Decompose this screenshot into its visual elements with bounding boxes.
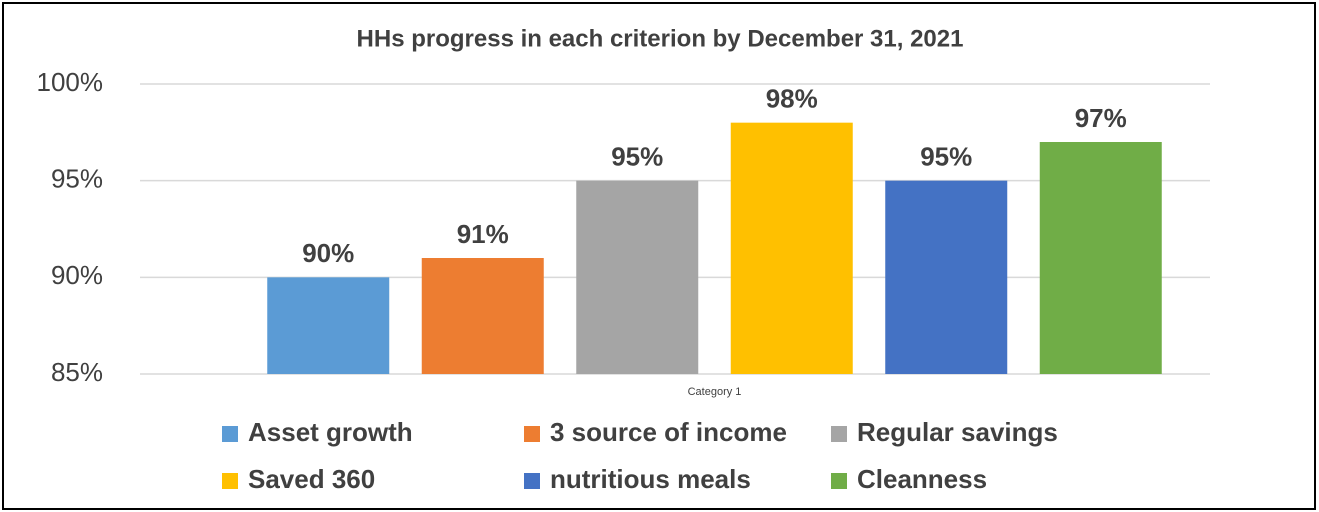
data-label: 95% — [920, 142, 972, 172]
chart-title: HHs progress in each criterion by Decemb… — [357, 25, 964, 52]
data-label: 90% — [302, 238, 354, 268]
bar — [421, 258, 544, 374]
bar — [1039, 142, 1162, 374]
legend-swatch — [222, 473, 238, 489]
legend-swatch — [222, 426, 238, 442]
legend-label: Saved 360 — [248, 464, 375, 494]
legend-swatch — [524, 426, 540, 442]
legend-label: Regular savings — [857, 417, 1058, 447]
bar — [267, 277, 390, 374]
y-tick-label: 85% — [51, 357, 103, 387]
data-label: 97% — [1075, 103, 1127, 133]
legend-label: 3 source of income — [550, 417, 787, 447]
legend-label: Asset growth — [248, 417, 413, 447]
legend-swatch — [831, 426, 847, 442]
y-tick-label: 100% — [37, 67, 104, 97]
data-label: 98% — [766, 84, 818, 114]
y-tick-label: 95% — [51, 164, 103, 194]
y-tick-label: 90% — [51, 260, 103, 290]
x-tick-label: Category 1 — [688, 386, 742, 398]
legend-label: Cleanness — [857, 464, 987, 494]
bar — [885, 180, 1008, 374]
data-label: 95% — [611, 142, 663, 172]
legend-label: nutritious meals — [550, 464, 751, 494]
legend-swatch — [831, 473, 847, 489]
bar — [730, 122, 853, 375]
data-label: 91% — [457, 219, 509, 249]
bar — [576, 180, 699, 374]
legend-swatch — [524, 473, 540, 489]
